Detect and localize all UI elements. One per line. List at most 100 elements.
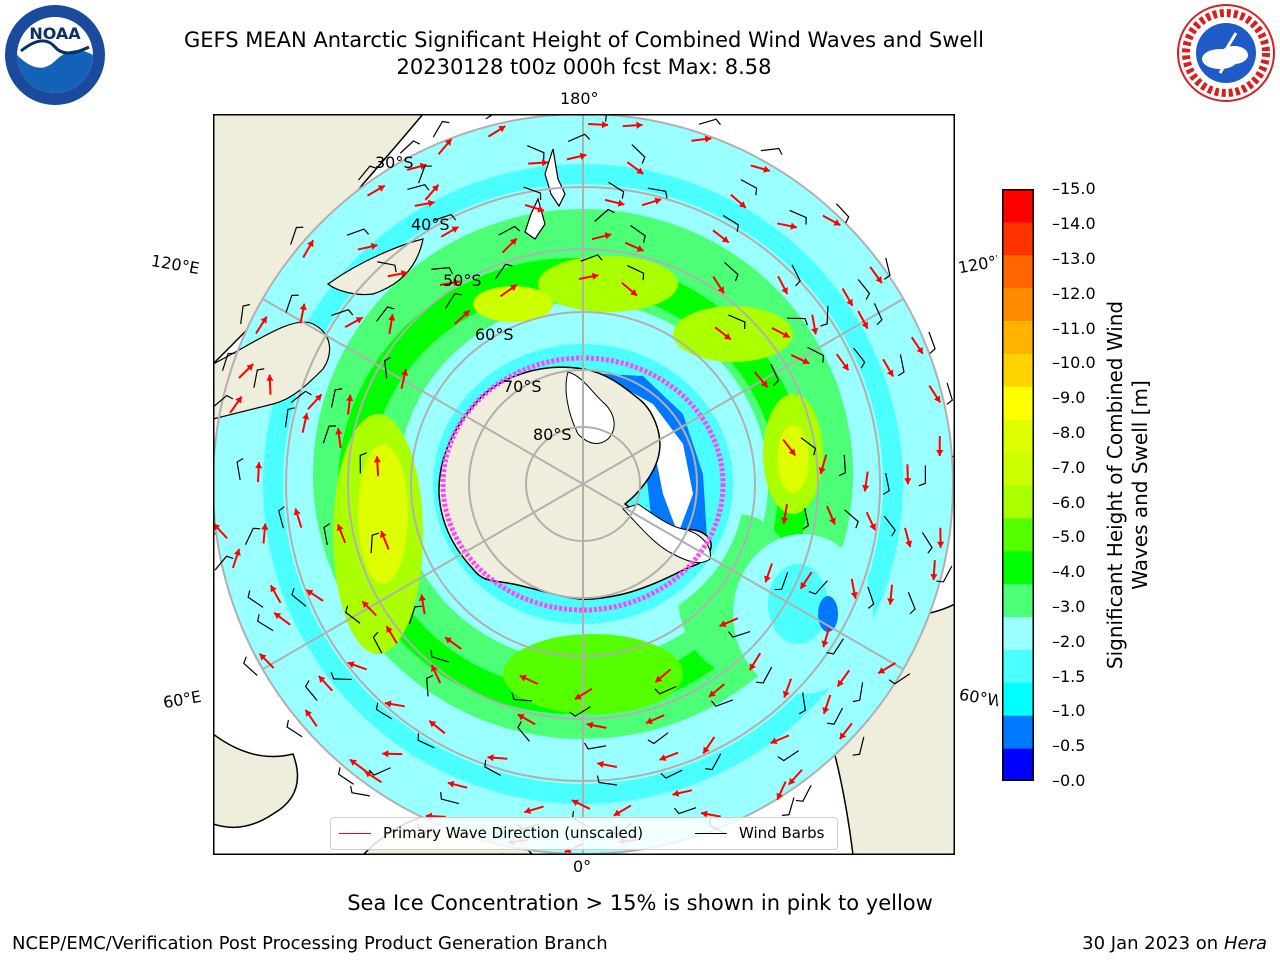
wind-barb (883, 472, 890, 495)
wave-arrowhead (905, 540, 913, 548)
wind-barb (630, 224, 646, 243)
wave-arrowhead (862, 484, 870, 492)
wind-barb (826, 638, 844, 655)
wave-arrowhead (601, 121, 609, 129)
wave-arrowhead (261, 523, 269, 530)
wave-arrowhead (307, 240, 314, 248)
wind-barb (569, 706, 591, 717)
wave-arrowhead (811, 327, 819, 335)
colorbar-band (1002, 221, 1034, 256)
wave-arrowhead (498, 126, 506, 133)
wave-arrowhead (936, 541, 945, 548)
wave-arrowhead (842, 363, 849, 371)
wave-arrowhead (788, 777, 796, 785)
wind-barb (673, 807, 697, 815)
map-frame (213, 114, 955, 855)
wave-arrowhead (781, 287, 788, 295)
wind-barb (384, 356, 392, 379)
wind-barb (580, 254, 603, 262)
wind-barb (243, 656, 258, 676)
wave-arrowhead (293, 508, 301, 516)
wave-arrowhead (400, 270, 408, 278)
wave-arrowhead (517, 714, 525, 721)
sea-ice-note: Sea Ice Concentration > 15% is shown in … (347, 891, 933, 915)
colorbar-tick-label: –10.0 (1052, 353, 1096, 373)
wave-arrowhead (364, 771, 372, 778)
wind-barb (596, 775, 617, 786)
wind-barb (408, 605, 422, 625)
legend-primary-wave: Primary Wave Direction (unscaled) (339, 824, 643, 842)
wave-arrowhead (509, 238, 517, 246)
legend-wind-barbs: Wind Barbs (695, 824, 824, 842)
lat-label-50s: 50°S (443, 271, 482, 290)
wave-arrowhead (833, 219, 841, 226)
wind-barb (594, 208, 615, 222)
wave-arrowhead (719, 620, 727, 628)
wind-barb (278, 506, 285, 529)
wind-barb (484, 759, 501, 776)
wave-arrowhead (524, 807, 532, 814)
wave-arrowhead (936, 449, 944, 457)
wave-arrowhead (462, 310, 470, 318)
wind-barb (236, 457, 244, 480)
wave-arrowhead (318, 675, 326, 683)
wind-barb (426, 674, 434, 697)
noaa-logo: NOAA (3, 3, 107, 111)
wave-arrowhead (887, 598, 895, 605)
wave-arrowhead (453, 278, 460, 287)
wave-arrowhead (630, 288, 638, 296)
footer-host: Hera (1223, 933, 1267, 954)
wave-arrowhead (519, 674, 527, 682)
wind-barb (795, 784, 812, 802)
wind-barb (214, 555, 234, 571)
lat-label-70s: 70°S (503, 377, 542, 396)
wind-barb (654, 685, 677, 695)
wind-barb (770, 363, 780, 386)
wind-barb (345, 605, 361, 624)
colorbar-tick-label: –6.0 (1052, 492, 1086, 512)
colorbar-band (1002, 649, 1034, 683)
wind-barb (370, 532, 380, 554)
map-legend: Primary Wave Direction (unscaled) Wind B… (330, 817, 838, 850)
wind-barb (407, 184, 430, 191)
legend-primary-wave-line (339, 833, 371, 834)
wave-arrowhead (259, 653, 267, 661)
wave-arrowhead (373, 456, 381, 463)
colorbar-tick-label: –1.5 (1052, 666, 1086, 686)
wind-barb (368, 767, 391, 776)
colorbar-band (1002, 189, 1034, 223)
colorbar-band (1002, 616, 1034, 650)
wind-barb (304, 680, 318, 701)
wind-barb (418, 165, 432, 184)
wave-arrowhead (579, 152, 587, 160)
wind-barb (523, 186, 542, 201)
lon-label-60e: 60°E (161, 686, 203, 713)
wind-barb (820, 305, 829, 327)
wind-barb (290, 226, 304, 245)
wave-arrowhead (636, 121, 643, 129)
wave-arrowhead (255, 462, 263, 469)
wave-arrowhead (233, 548, 241, 556)
wave-arrowhead (314, 394, 322, 402)
wind-barb (789, 209, 807, 225)
wave-arrowhead (260, 316, 267, 324)
wind-barb (444, 292, 462, 310)
colorbar-band (1002, 419, 1034, 453)
wave-arrowhead (721, 236, 729, 243)
wind-barb (838, 454, 846, 477)
wind-barb (827, 707, 844, 725)
wave-arrowhead (445, 637, 452, 644)
wind-barb (330, 388, 343, 408)
colorbar-label: Significant Height of Combined Wind Wave… (1103, 300, 1152, 670)
wind-barb (322, 425, 337, 444)
wave-arrowhead (306, 589, 314, 597)
wave-arrowhead (776, 792, 784, 800)
wave-arrowhead (654, 197, 662, 205)
colorbar-tick-label: –12.0 (1052, 283, 1096, 303)
primary-wave-direction-arrows (213, 121, 945, 853)
colorbar-band (1002, 287, 1034, 322)
wind-barb (567, 133, 591, 142)
wave-arrowhead (672, 789, 680, 797)
lat-label-80s: 80°S (533, 425, 572, 444)
wind-barb (631, 144, 646, 164)
